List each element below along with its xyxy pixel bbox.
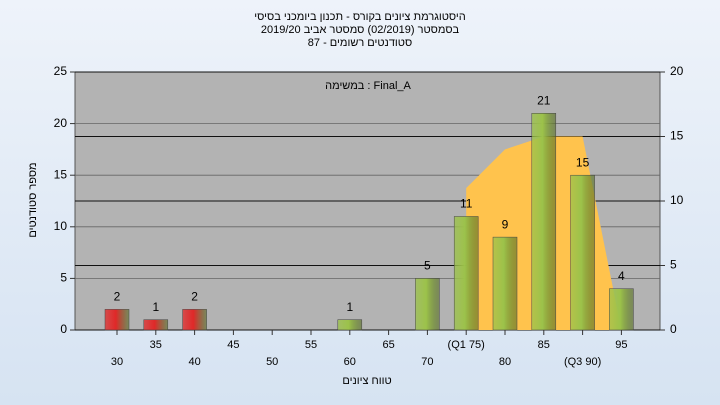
y-axis-title: מספר סטודנטים (27, 162, 39, 237)
bar (143, 319, 169, 331)
chart-title: היסטוגרמת ציונים בקורס - תכנון ביומכני ב… (254, 11, 465, 23)
x-tick-label: 80 (499, 356, 511, 368)
bar (492, 236, 518, 331)
y2-tick-label: 20 (670, 64, 684, 78)
chart-subtitle: סטודנטים רשומים - 87 (308, 37, 412, 49)
y-tick-label: 25 (54, 64, 68, 78)
bar (453, 216, 479, 331)
x-tick-label: 95 (615, 339, 627, 351)
data-label: 4 (618, 269, 625, 283)
bar (337, 319, 363, 331)
x-tick-label: 35 (150, 339, 162, 351)
x-tick-label: 85 (538, 339, 550, 351)
data-label: 11 (460, 197, 473, 211)
data-label: 1 (346, 300, 353, 314)
bar (531, 113, 557, 331)
y-tick-label: 5 (60, 271, 67, 285)
x-tick-label: 50 (266, 356, 278, 368)
data-label: 5 (424, 259, 431, 273)
data-label: 1 (152, 300, 159, 314)
y2-tick-label: 10 (670, 193, 684, 207)
chart-subtitle: בסמסטר (02/2019) סמסטר אביב 2019/20 (261, 24, 460, 36)
bar (182, 309, 207, 331)
bar (104, 309, 130, 331)
data-label: 15 (576, 155, 590, 169)
x-axis-title: טווח ציונים (342, 375, 391, 387)
x-tick-label: (Q1 75) (448, 339, 485, 351)
data-label: 21 (537, 93, 551, 107)
y-tick-label: 0 (60, 322, 67, 336)
y-tick-label: 10 (54, 219, 68, 233)
bar (415, 278, 440, 331)
bar (609, 288, 634, 331)
y2-tick-label: 0 (670, 322, 677, 336)
x-tick-label: 55 (305, 339, 317, 351)
annotation: במשימה : Final_A (325, 80, 411, 92)
y-tick-label: 15 (54, 167, 68, 181)
x-tick-label: 30 (111, 356, 123, 368)
x-tick-label: 70 (421, 356, 433, 368)
x-tick-label: 45 (227, 339, 239, 351)
data-label: 9 (502, 217, 509, 231)
y-tick-label: 20 (54, 116, 68, 130)
y2-tick-label: 15 (670, 129, 684, 143)
data-label: 2 (191, 290, 198, 304)
data-label: 2 (114, 290, 121, 304)
x-tick-label: 60 (344, 356, 356, 368)
x-tick-label: (Q3 90) (564, 356, 601, 368)
bar (570, 174, 595, 331)
y2-tick-label: 5 (670, 258, 677, 272)
x-tick-label: 40 (188, 356, 200, 368)
x-tick-label: 65 (382, 339, 394, 351)
